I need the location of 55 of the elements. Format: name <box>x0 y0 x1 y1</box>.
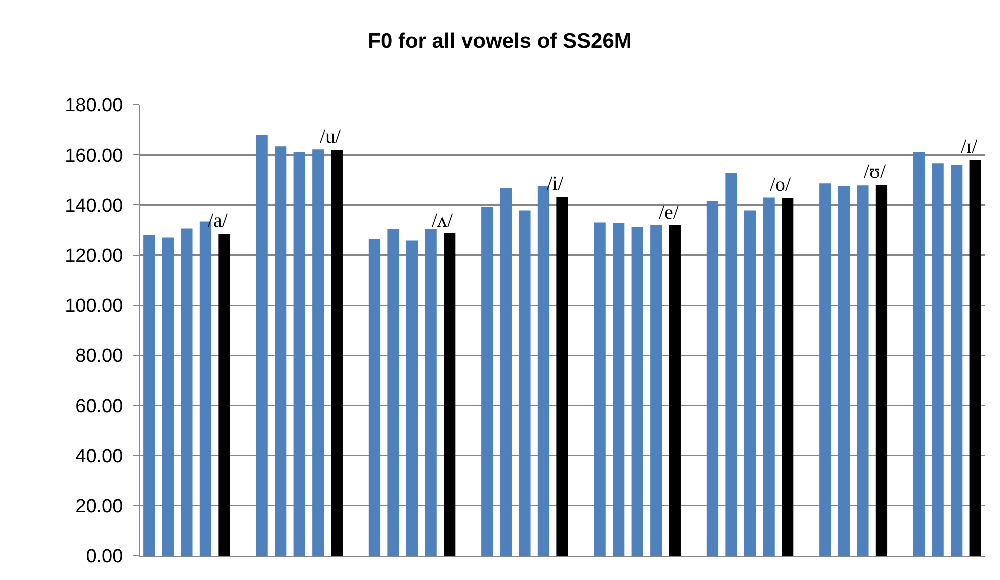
data-label: /i/ <box>547 173 564 195</box>
bar <box>744 210 756 556</box>
bar <box>726 173 738 556</box>
bar <box>444 234 456 556</box>
bar <box>425 230 437 556</box>
y-tick-label: 180.00 <box>65 96 124 117</box>
bar <box>331 150 343 556</box>
bar <box>820 184 832 556</box>
data-label: /ʌ/ <box>432 210 454 232</box>
bar <box>669 226 681 556</box>
bar <box>275 146 287 556</box>
y-tick-label: 80.00 <box>76 346 124 368</box>
bar <box>650 226 662 556</box>
y-tick-label: 120.00 <box>65 246 124 267</box>
bar <box>519 210 531 556</box>
bar <box>218 234 230 556</box>
bar <box>388 230 400 556</box>
data-label: /ʊ/ <box>864 161 887 183</box>
y-tick-label: 160.00 <box>65 146 124 167</box>
bar <box>556 197 568 556</box>
data-label: /ɪ/ <box>961 136 978 158</box>
bar <box>181 228 193 556</box>
y-tick-label: 60.00 <box>76 396 124 418</box>
bar <box>932 164 944 556</box>
y-tick-label: 100.00 <box>65 296 124 318</box>
bar <box>876 185 888 556</box>
bar <box>632 227 644 556</box>
y-tick-label: 20.00 <box>76 496 124 518</box>
bar <box>838 186 850 556</box>
bar <box>294 152 306 556</box>
bar <box>763 198 775 556</box>
bar <box>482 207 494 556</box>
y-tick-label: 0.00 <box>86 546 124 568</box>
bar <box>913 152 926 556</box>
y-tick-label: 40.00 <box>76 446 124 468</box>
bar <box>368 240 381 556</box>
bar <box>782 198 794 556</box>
bar <box>162 238 174 556</box>
bar <box>256 135 268 556</box>
bar <box>857 186 869 556</box>
data-label: /a/ <box>208 210 228 232</box>
bar <box>951 165 963 556</box>
bar <box>406 240 418 556</box>
bar <box>144 236 156 556</box>
bar <box>613 224 625 556</box>
data-label: /u/ <box>320 126 342 148</box>
bar <box>312 150 324 556</box>
bar <box>594 222 606 556</box>
chart-title: F0 for all vowels of SS26M <box>368 30 632 53</box>
bar <box>706 201 719 556</box>
bar <box>500 188 512 556</box>
data-label: /o/ <box>770 174 792 196</box>
y-tick-label: 140.00 <box>65 196 124 217</box>
bar <box>970 160 982 556</box>
data-label: /e/ <box>659 202 680 224</box>
